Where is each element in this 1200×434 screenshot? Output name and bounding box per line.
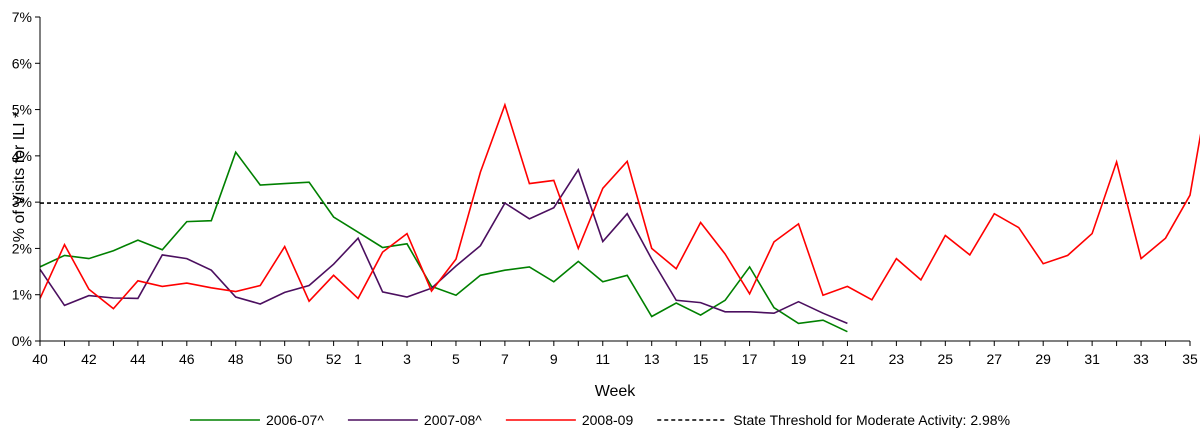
- y-tick-label: 5%: [12, 102, 32, 118]
- y-axis-ticks: 0% 1% 2% 3% 4% 5% 6% 7%: [12, 9, 40, 349]
- x-tick-label: 23: [889, 351, 905, 367]
- x-tick-label: 9: [550, 351, 558, 367]
- x-tick-label: 33: [1133, 351, 1149, 367]
- x-tick-label: 46: [179, 351, 195, 367]
- series-layer: [39, 102, 1200, 333]
- x-tick-label: 3: [403, 351, 411, 367]
- y-tick-label: 3%: [12, 194, 32, 210]
- x-tick-label: 50: [277, 351, 293, 367]
- y-tick-label: 2%: [12, 240, 32, 256]
- legend: 2006-07^ 2007-08^ 2008-09 State Threshold f…: [189, 412, 1010, 428]
- x-tick-label: 25: [938, 351, 954, 367]
- x-axis-title: Week: [595, 383, 637, 400]
- x-tick-label: 40: [32, 351, 48, 367]
- x-tick-label: 35: [1182, 351, 1198, 367]
- legend-label: 2006-07^: [266, 412, 324, 428]
- x-tick-label: 31: [1084, 351, 1100, 367]
- x-tick-label: 52: [326, 351, 342, 367]
- series-line-2006-07: [39, 150, 848, 333]
- x-axis-ticks: 40 42 44 46 48 50 52 1 3 5 7 9 11 13 15 17 19 21 23 25 27 29 3…: [32, 341, 1198, 367]
- x-tick-label: 19: [791, 351, 807, 367]
- x-tick-label: 5: [452, 351, 460, 367]
- x-tick-label: 11: [595, 351, 610, 367]
- axes: [39, 17, 1190, 342]
- y-tick-label: 1%: [12, 287, 32, 303]
- x-tick-label: 17: [742, 351, 758, 367]
- legend-label: 2007-08^: [424, 412, 482, 428]
- x-tick-label: 15: [693, 351, 709, 367]
- x-tick-label: 42: [81, 351, 97, 367]
- y-tick-label: 6%: [12, 55, 32, 71]
- x-tick-label: 1: [354, 351, 362, 367]
- x-tick-label: 48: [228, 351, 244, 367]
- legend-label: 2008-09: [582, 412, 634, 428]
- x-tick-label: 44: [130, 351, 146, 367]
- legend-label: State Threshold for Moderate Activity: 2…: [733, 412, 1010, 428]
- y-tick-label: 0%: [12, 333, 32, 349]
- x-tick-label: 7: [501, 351, 509, 367]
- y-tick-label: 7%: [12, 9, 32, 25]
- series-line-2008-09: [39, 102, 1200, 310]
- x-tick-label: 27: [986, 351, 1002, 367]
- y-tick-label: 4%: [12, 148, 32, 164]
- x-tick-label: 13: [644, 351, 660, 367]
- x-tick-label: 21: [840, 351, 856, 367]
- y-axis-title: % of Visits for ILI *: [11, 112, 28, 242]
- x-tick-label: 29: [1035, 351, 1051, 367]
- series-line-2007-08: [39, 167, 848, 325]
